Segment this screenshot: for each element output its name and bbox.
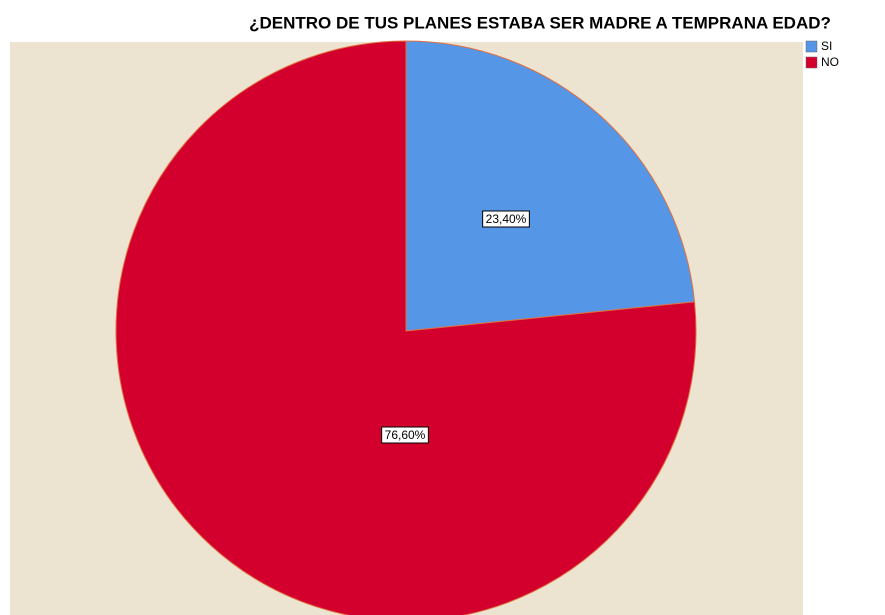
data-label: 76,60% xyxy=(381,426,429,444)
data-label-box xyxy=(381,426,429,444)
legend-swatch xyxy=(805,56,818,69)
legend-label: NO xyxy=(821,55,839,69)
pie xyxy=(115,40,697,615)
chart-title: ¿DENTRO DE TUS PLANES ESTABA SER MADRE A… xyxy=(249,13,831,32)
data-label-text: 76,60% xyxy=(385,428,426,442)
legend-label: SI xyxy=(821,39,832,53)
data-label: 23,40% xyxy=(482,210,530,228)
pie-slice xyxy=(405,40,696,332)
legend-swatch xyxy=(805,40,818,53)
pie-slice xyxy=(115,40,697,615)
labels: 23,40% 76,60% xyxy=(381,210,530,444)
data-label-text: 23,40% xyxy=(486,212,527,226)
legend: SI NO xyxy=(805,39,839,69)
data-label-box xyxy=(482,210,530,228)
